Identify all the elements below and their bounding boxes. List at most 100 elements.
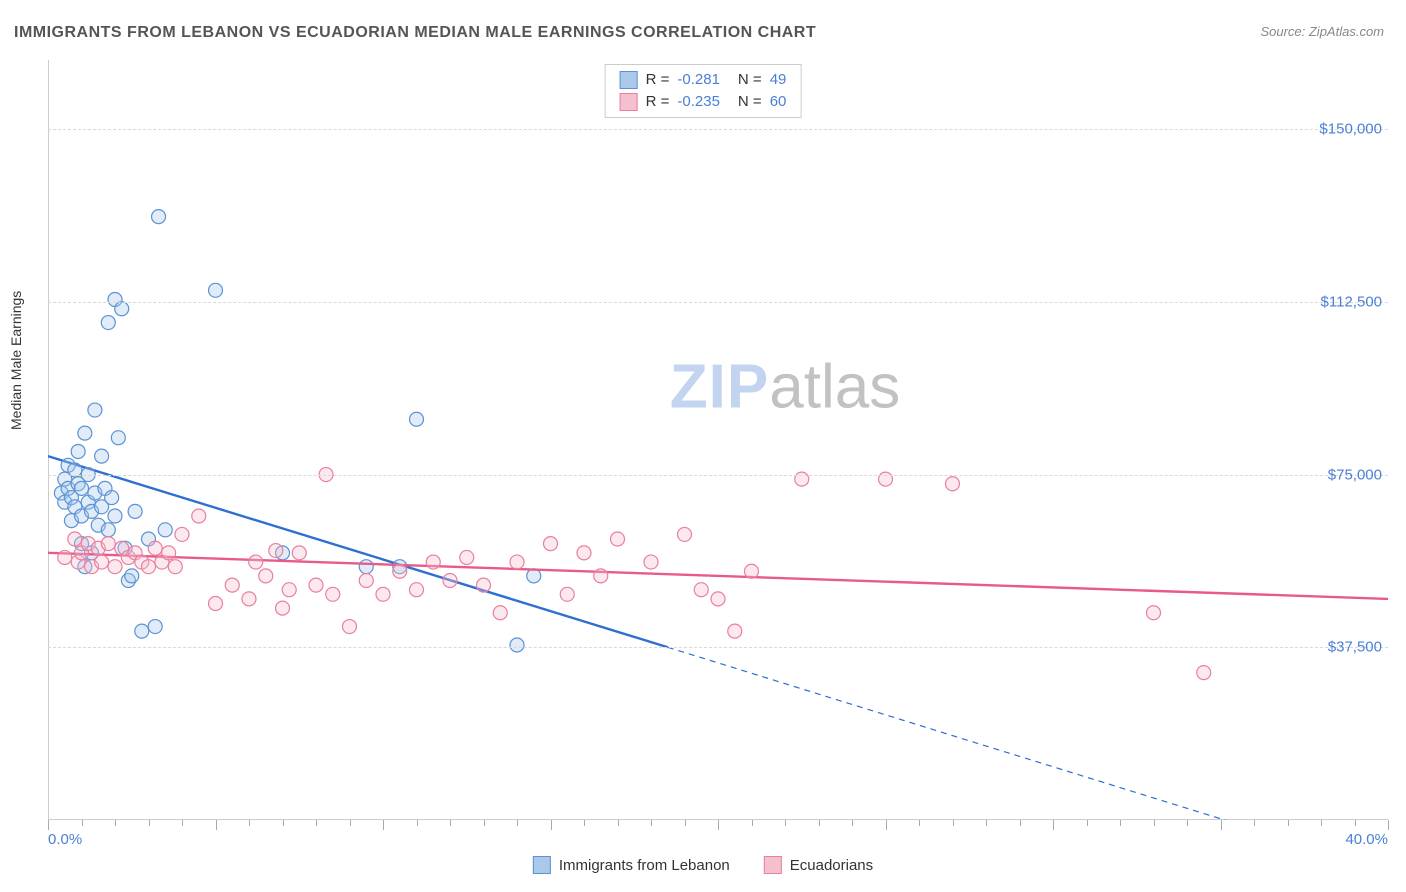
x-axis-min-label: 0.0%	[48, 831, 82, 848]
data-point	[292, 546, 306, 560]
x-tick	[450, 820, 451, 826]
data-point	[694, 583, 708, 597]
x-tick	[618, 820, 619, 826]
data-point	[115, 302, 129, 316]
data-point	[477, 578, 491, 592]
legend-r-label: R =	[646, 69, 670, 91]
legend-swatch-icon	[620, 93, 638, 111]
data-point	[946, 477, 960, 491]
data-point	[209, 597, 223, 611]
x-tick	[1221, 820, 1222, 830]
data-point	[577, 546, 591, 560]
x-tick	[48, 820, 49, 830]
x-tick	[819, 820, 820, 826]
legend-n-value: 49	[770, 69, 787, 91]
x-tick	[283, 820, 284, 826]
gridline	[48, 647, 1388, 648]
data-point	[560, 587, 574, 601]
legend-item-label: Immigrants from Lebanon	[559, 857, 730, 874]
data-point	[175, 527, 189, 541]
x-tick	[484, 820, 485, 826]
x-tick	[316, 820, 317, 826]
data-point	[269, 544, 283, 558]
data-point	[343, 620, 357, 634]
series-legend: Immigrants from Lebanon Ecuadorians	[533, 856, 873, 874]
data-point	[426, 555, 440, 569]
legend-row: R = -0.281 N = 49	[620, 69, 787, 91]
gridline	[48, 475, 1388, 476]
x-tick	[1288, 820, 1289, 826]
data-point	[88, 403, 102, 417]
gridline	[48, 129, 1388, 130]
data-point	[544, 537, 558, 551]
x-tick	[752, 820, 753, 826]
data-point	[510, 638, 524, 652]
regression-line-extrapolated	[668, 647, 1388, 820]
legend-n-label: N =	[738, 69, 762, 91]
x-tick	[953, 820, 954, 826]
x-tick	[115, 820, 116, 826]
data-point	[594, 569, 608, 583]
data-point	[95, 449, 109, 463]
data-point	[71, 445, 85, 459]
x-tick	[1355, 820, 1356, 826]
data-point	[158, 523, 172, 537]
data-point	[1197, 666, 1211, 680]
x-tick	[651, 820, 652, 826]
data-point	[108, 560, 122, 574]
y-tick-label: $112,500	[1321, 293, 1382, 310]
legend-item: Ecuadorians	[764, 856, 873, 874]
data-point	[95, 555, 109, 569]
x-tick	[1087, 820, 1088, 826]
x-tick	[1254, 820, 1255, 826]
x-tick	[383, 820, 384, 830]
data-point	[128, 504, 142, 518]
data-point	[148, 620, 162, 634]
x-tick	[1187, 820, 1188, 826]
data-point	[276, 601, 290, 615]
data-point	[745, 564, 759, 578]
y-tick-label: $75,000	[1328, 466, 1382, 483]
x-tick	[216, 820, 217, 830]
data-point	[242, 592, 256, 606]
data-point	[359, 573, 373, 587]
correlation-legend: R = -0.281 N = 49 R = -0.235 N = 60	[605, 64, 802, 118]
data-point	[135, 624, 149, 638]
data-point	[108, 509, 122, 523]
y-tick-label: $37,500	[1328, 639, 1382, 656]
x-tick	[350, 820, 351, 826]
data-point	[101, 316, 115, 330]
data-point	[1147, 606, 1161, 620]
data-point	[493, 606, 507, 620]
x-tick	[685, 820, 686, 826]
source-attribution: Source: ZipAtlas.com	[1260, 24, 1384, 39]
data-point	[152, 210, 166, 224]
data-point	[326, 587, 340, 601]
data-point	[162, 546, 176, 560]
x-tick	[1053, 820, 1054, 830]
x-tick	[1020, 820, 1021, 826]
x-tick	[1321, 820, 1322, 826]
x-tick	[852, 820, 853, 826]
data-point	[68, 532, 82, 546]
data-point	[611, 532, 625, 546]
data-point	[192, 509, 206, 523]
data-point	[125, 569, 139, 583]
x-axis-max-label: 40.0%	[1345, 831, 1388, 848]
legend-swatch-icon	[533, 856, 551, 874]
legend-r-value: -0.281	[677, 69, 720, 91]
x-tick	[986, 820, 987, 826]
chart-container: IMMIGRANTS FROM LEBANON VS ECUADORIAN ME…	[0, 0, 1406, 892]
data-point	[101, 537, 115, 551]
data-point	[527, 569, 541, 583]
data-point	[225, 578, 239, 592]
x-tick	[1120, 820, 1121, 826]
x-tick	[718, 820, 719, 830]
legend-swatch-icon	[620, 71, 638, 89]
data-point	[678, 527, 692, 541]
data-point	[282, 583, 296, 597]
legend-row: R = -0.235 N = 60	[620, 91, 787, 113]
data-point	[75, 481, 89, 495]
x-tick	[584, 820, 585, 826]
data-point	[410, 583, 424, 597]
